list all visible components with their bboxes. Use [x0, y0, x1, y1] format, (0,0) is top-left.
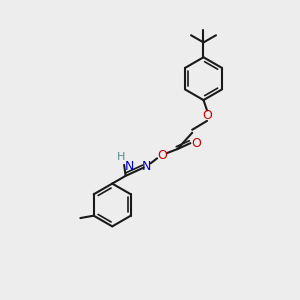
Text: H: H [116, 152, 125, 162]
Text: N: N [142, 160, 151, 173]
Text: O: O [157, 148, 167, 162]
Text: O: O [191, 137, 201, 150]
Text: N: N [125, 160, 134, 172]
Text: O: O [202, 109, 212, 122]
